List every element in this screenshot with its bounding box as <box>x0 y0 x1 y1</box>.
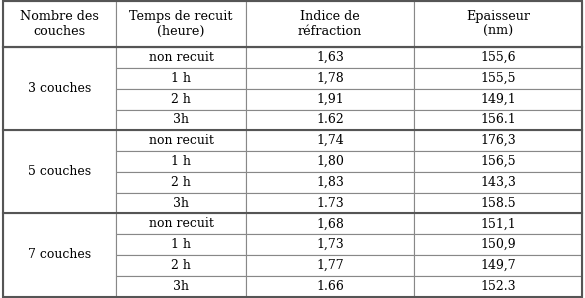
Text: 143,3: 143,3 <box>480 176 516 189</box>
Text: 151,1: 151,1 <box>480 217 516 230</box>
Bar <box>246 193 414 213</box>
Bar <box>116 151 246 172</box>
Bar <box>414 213 582 234</box>
Bar <box>246 110 414 130</box>
Text: 2 h: 2 h <box>171 176 191 189</box>
Text: 3h: 3h <box>173 280 189 293</box>
Bar <box>116 193 246 213</box>
Text: 152.3: 152.3 <box>480 280 516 293</box>
Bar <box>246 68 414 89</box>
Text: 1.66: 1.66 <box>316 280 344 293</box>
Text: Epaisseur
(nm): Epaisseur (nm) <box>466 10 530 38</box>
Text: 2 h: 2 h <box>171 93 191 106</box>
Text: 158.5: 158.5 <box>480 196 516 209</box>
Text: Nombre des
couches: Nombre des couches <box>20 10 99 38</box>
Text: 156.1: 156.1 <box>480 114 516 126</box>
Bar <box>116 234 246 255</box>
Bar <box>246 276 414 297</box>
Bar <box>246 255 414 276</box>
Text: 5 couches: 5 couches <box>28 165 91 179</box>
Bar <box>116 89 246 110</box>
Bar <box>116 1 246 47</box>
Bar <box>246 1 414 47</box>
Bar <box>246 172 414 193</box>
Bar <box>116 68 246 89</box>
Bar <box>3 47 116 130</box>
Text: 1,83: 1,83 <box>316 176 344 189</box>
Bar <box>116 255 246 276</box>
Bar <box>414 172 582 193</box>
Text: 1 h: 1 h <box>171 155 191 168</box>
Text: 1,78: 1,78 <box>316 72 344 85</box>
Text: 176,3: 176,3 <box>480 134 516 147</box>
Text: non recuit: non recuit <box>149 217 214 230</box>
Text: 149,1: 149,1 <box>480 93 516 106</box>
Text: 2 h: 2 h <box>171 259 191 272</box>
Text: 149,7: 149,7 <box>480 259 516 272</box>
Bar <box>116 213 246 234</box>
Text: 1,91: 1,91 <box>316 93 344 106</box>
Text: 1,77: 1,77 <box>316 259 344 272</box>
Bar <box>414 89 582 110</box>
Bar <box>414 151 582 172</box>
Bar <box>414 255 582 276</box>
Text: Temps de recuit
(heure): Temps de recuit (heure) <box>129 10 233 38</box>
Bar <box>414 193 582 213</box>
Bar <box>116 47 246 68</box>
Bar <box>246 151 414 172</box>
Text: 156,5: 156,5 <box>480 155 516 168</box>
Bar <box>246 130 414 151</box>
Bar <box>414 1 582 47</box>
Bar <box>414 110 582 130</box>
Bar <box>116 276 246 297</box>
Text: 1 h: 1 h <box>171 72 191 85</box>
Text: 1 h: 1 h <box>171 238 191 251</box>
Text: 1,73: 1,73 <box>316 238 344 251</box>
Bar <box>414 47 582 68</box>
Bar <box>246 47 414 68</box>
Bar <box>116 110 246 130</box>
Text: non recuit: non recuit <box>149 51 214 64</box>
Bar <box>3 130 116 213</box>
Bar <box>414 276 582 297</box>
Text: 155,5: 155,5 <box>480 72 516 85</box>
Bar <box>116 130 246 151</box>
Bar <box>414 68 582 89</box>
Bar <box>3 1 116 47</box>
Bar <box>3 213 116 297</box>
Text: 1,74: 1,74 <box>316 134 344 147</box>
Text: 3h: 3h <box>173 196 189 209</box>
Bar <box>414 234 582 255</box>
Text: 3h: 3h <box>173 114 189 126</box>
Text: 1,63: 1,63 <box>316 51 344 64</box>
Text: 1,80: 1,80 <box>316 155 344 168</box>
Bar <box>246 234 414 255</box>
Bar <box>246 89 414 110</box>
Text: 155,6: 155,6 <box>480 51 516 64</box>
Text: non recuit: non recuit <box>149 134 214 147</box>
Text: 3 couches: 3 couches <box>27 82 91 95</box>
Text: 1.73: 1.73 <box>316 196 344 209</box>
Text: 150,9: 150,9 <box>480 238 516 251</box>
Text: 1,68: 1,68 <box>316 217 344 230</box>
Bar <box>246 213 414 234</box>
Bar <box>414 130 582 151</box>
Text: 7 couches: 7 couches <box>28 249 91 261</box>
Text: 1.62: 1.62 <box>316 114 344 126</box>
Text: Indice de
réfraction: Indice de réfraction <box>298 10 362 38</box>
Bar <box>116 172 246 193</box>
